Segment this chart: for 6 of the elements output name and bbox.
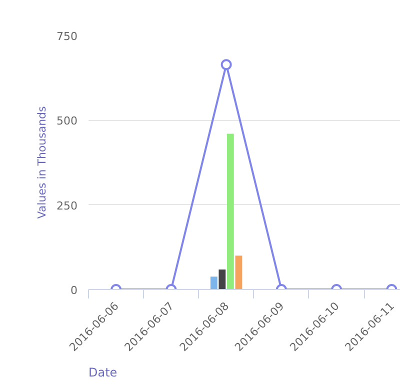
x-axis-title: Date	[88, 366, 118, 380]
y-tick-label: 250	[56, 199, 78, 212]
y-tick-label: 0	[70, 284, 78, 297]
y-tick-label: 750	[56, 30, 78, 43]
y-axis-title: Values in Thousands	[36, 106, 49, 219]
y-tick-label: 500	[56, 114, 78, 128]
